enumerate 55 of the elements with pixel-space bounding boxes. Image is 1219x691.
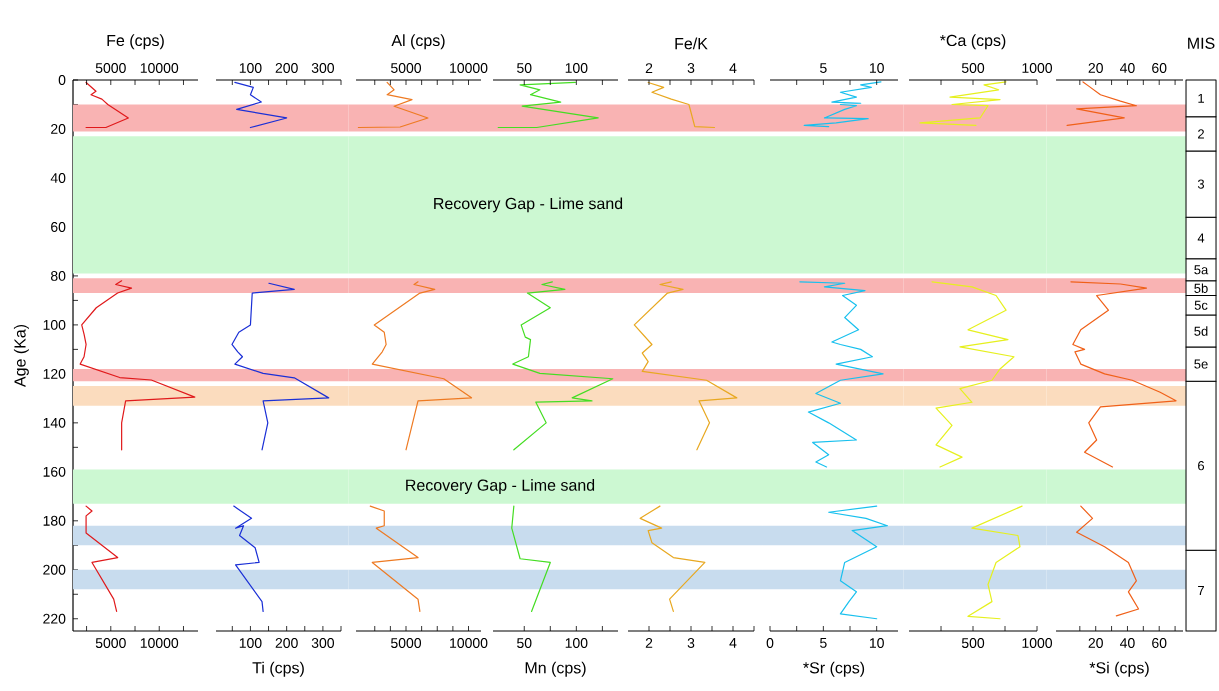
band-label: Recovery Gap - Lime sand: [434, 197, 623, 213]
x2-axis-title: Al (cps): [391, 34, 445, 50]
x-tick-label: 4: [729, 638, 737, 648]
x-tick-label: 100: [565, 63, 588, 73]
y-tick-label: 60: [51, 222, 66, 232]
x-tick-label: 10000: [140, 63, 179, 73]
y-tick-label: 100: [43, 319, 66, 330]
y-tick-label: 20: [51, 124, 66, 134]
x-tick-label: 10000: [450, 63, 488, 73]
series-label: 5b: [1194, 283, 1208, 293]
series-label: 3: [1197, 179, 1205, 189]
x-tick-label: 5000: [391, 63, 422, 73]
x-axis-title: Ti (cps): [252, 661, 304, 677]
y-axis-title: Age (Ka): [13, 324, 29, 388]
x-tick-label: 5000: [95, 63, 126, 73]
series-label: 7: [1198, 586, 1204, 596]
series-label: 5a: [1194, 265, 1209, 275]
series-label: 2: [1198, 129, 1204, 139]
x-axis-title: Mn (cps): [525, 661, 586, 677]
x-tick-label: 40: [1119, 63, 1135, 73]
band-label: Recovery Gap - Lime sand: [406, 479, 595, 494]
chart-title: MIS: [1188, 37, 1215, 49]
x-tick-label: 300: [311, 638, 335, 648]
y-tick-label: 0: [58, 75, 66, 85]
x-tick-label: 10: [869, 638, 884, 648]
y-tick-label: 160: [43, 466, 66, 477]
x-tick-label: 3: [687, 638, 695, 648]
x-tick-label: 1000: [1022, 63, 1053, 73]
y-tick-label: 220: [43, 613, 66, 624]
y-tick-label: 80: [50, 270, 66, 281]
x2-axis-title: *Ca (cps): [939, 34, 1006, 50]
series-label: 5e: [1194, 359, 1208, 369]
y-tick-label: 40: [50, 173, 66, 183]
x-tick-label: 0: [766, 638, 774, 648]
x-tick-label: 2: [645, 638, 653, 648]
x2-axis-title: Fe (cps): [107, 34, 164, 50]
series-label: 5d: [1194, 326, 1208, 336]
y-tick-label: 120: [43, 368, 66, 379]
x-axis-title: *Sr (cps): [803, 661, 865, 677]
x-tick-label: 50: [517, 63, 532, 73]
x-tick-label: 200: [275, 638, 298, 648]
x-tick-label: 60: [1152, 63, 1167, 73]
series-label: 5c: [1194, 300, 1208, 310]
y-tick-label: 180: [43, 515, 66, 526]
series-label: 6: [1198, 461, 1205, 471]
series-label: 4: [1197, 233, 1205, 243]
series-label: 1: [1198, 93, 1204, 103]
x-tick-label: 500: [961, 63, 985, 73]
x2-axis-title: Fe/K: [675, 37, 708, 50]
x-tick-label: 20: [1088, 63, 1103, 73]
x-tick-label: 5: [820, 638, 827, 648]
y-tick-label: 140: [43, 417, 66, 428]
x-tick-label: 100: [239, 638, 262, 648]
x-axis-title: *Si (cps): [1089, 661, 1149, 677]
y-tick-label: 200: [43, 564, 66, 575]
